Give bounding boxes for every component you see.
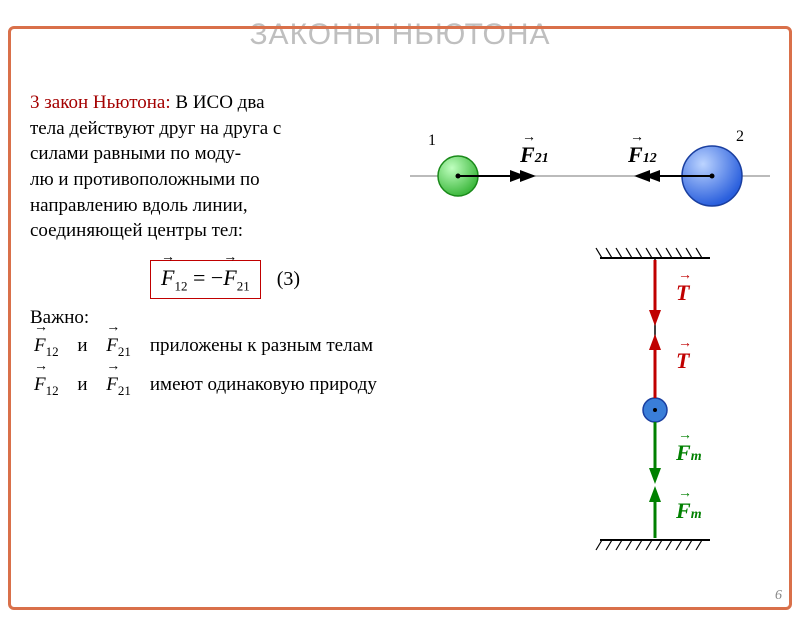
two-body-diagram: 1 2 → F21 → F12 [410,100,770,220]
b2-text: имеют одинаковую природу [150,374,377,395]
law-line1: В ИСО два [175,92,264,113]
two-body-svg [410,100,770,220]
label-T-up: →T [676,348,689,374]
law-line3: силами равными по моду- [30,143,241,164]
b1-F12: →F [34,335,46,357]
b1-text: приложены к разным телам [150,335,373,356]
page-number: 6 [775,588,782,604]
b2-and: и [77,374,87,395]
equation-box: →F12 = −→F21 [150,260,261,299]
law-line2: тела действуют друг на друга с [30,118,281,139]
body-label-2: 2 [736,128,744,146]
law-line5: направлению вдоль линии, [30,195,248,216]
eq-sign: = − [187,265,223,290]
law-prefix: 3 закон Ньютона: [30,92,175,113]
law-line6: соединяющей центры тел: [30,220,243,241]
body-label-1: 1 [428,132,436,150]
label-T-down: →T [676,280,689,306]
content-area: 3 закон Ньютона: В ИСО два тела действую… [30,90,770,588]
pendulum-svg [590,240,750,570]
eq-lhs-F: →F [161,265,174,291]
label-Fm-down: →Fm [676,440,702,466]
law-line4: лю и противоположными по [30,169,260,190]
label-F12: → F12 [628,142,657,168]
eq-lhs-sub: 12 [174,278,187,293]
pendulum-diagram: →T →T →Fm →Fm [590,240,750,570]
b1-F21: →F [106,335,118,357]
law-text-block: 3 закон Ньютона: В ИСО два тела действую… [30,90,390,244]
b2-F21: →F [106,374,118,396]
b1-and: и [77,335,87,356]
equation-number: (3) [277,268,300,291]
b2-F12: →F [34,374,46,396]
label-Fm-up: →Fm [676,498,702,524]
eq-rhs-sub: 21 [237,278,250,293]
label-F21: → F21 [520,142,549,168]
eq-rhs-F: →F [223,265,236,291]
